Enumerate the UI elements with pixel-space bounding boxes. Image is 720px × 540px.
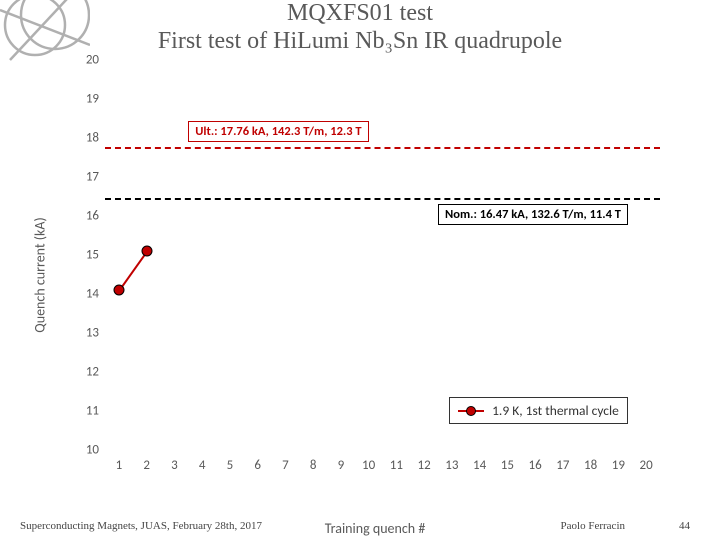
x-tick: 3 — [171, 459, 178, 472]
footer-page-number: 44 — [679, 520, 690, 532]
x-tick: 17 — [556, 459, 569, 472]
x-tick: 14 — [473, 459, 486, 472]
y-tick: 16 — [75, 210, 99, 223]
y-axis-label: Quench current (kA) — [32, 217, 49, 332]
x-tick: 16 — [529, 459, 542, 472]
x-tick: 4 — [199, 459, 206, 472]
reference-line — [105, 198, 660, 200]
data-marker — [113, 285, 124, 296]
y-tick: 19 — [75, 93, 99, 106]
x-tick: 6 — [254, 459, 261, 472]
slide: MQXFS01 test First test of HiLumi Nb₃Sn … — [0, 0, 720, 540]
x-tick: 8 — [310, 459, 317, 472]
legend-marker-icon — [458, 405, 484, 417]
legend: 1.9 K, 1st thermal cycle — [449, 397, 628, 424]
y-tick: 15 — [75, 249, 99, 262]
x-tick: 5 — [227, 459, 234, 472]
quench-chart: Quench current (kA) 10111213141516171819… — [75, 55, 675, 495]
x-tick: 1 — [116, 459, 123, 472]
x-tick: 11 — [390, 459, 403, 472]
x-tick: 19 — [612, 459, 625, 472]
y-tick: 18 — [75, 132, 99, 145]
x-tick: 9 — [338, 459, 345, 472]
y-tick: 13 — [75, 327, 99, 340]
x-tick: 15 — [501, 459, 514, 472]
x-tick: 18 — [584, 459, 597, 472]
reference-line — [105, 147, 660, 149]
slide-title: MQXFS01 test First test of HiLumi Nb₃Sn … — [0, 0, 720, 55]
x-tick: 2 — [143, 459, 150, 472]
y-tick: 12 — [75, 366, 99, 379]
x-tick: 20 — [640, 459, 653, 472]
title-line-2: First test of HiLumi Nb₃Sn IR quadrupole — [0, 28, 720, 56]
y-tick: 14 — [75, 288, 99, 301]
y-tick: 17 — [75, 171, 99, 184]
footer-left: Superconducting Magnets, JUAS, February … — [20, 520, 262, 532]
plot-area: 1011121314151617181920123456789101112131… — [105, 60, 660, 450]
reference-label: Nom.: 16.47 kA, 132.6 T/m, 11.4 T — [438, 204, 628, 225]
x-tick: 12 — [418, 459, 431, 472]
y-tick: 10 — [75, 444, 99, 457]
data-marker — [141, 246, 152, 257]
x-tick: 7 — [282, 459, 289, 472]
y-tick: 20 — [75, 54, 99, 67]
reference-label: Ult.: 17.76 kA, 142.3 T/m, 12.3 T — [188, 121, 368, 142]
legend-label: 1.9 K, 1st thermal cycle — [492, 402, 619, 419]
x-tick: 10 — [362, 459, 375, 472]
y-tick: 11 — [75, 405, 99, 418]
footer-author: Paolo Ferracin — [561, 520, 625, 532]
x-tick: 13 — [445, 459, 458, 472]
title-line-1: MQXFS01 test — [0, 0, 720, 28]
